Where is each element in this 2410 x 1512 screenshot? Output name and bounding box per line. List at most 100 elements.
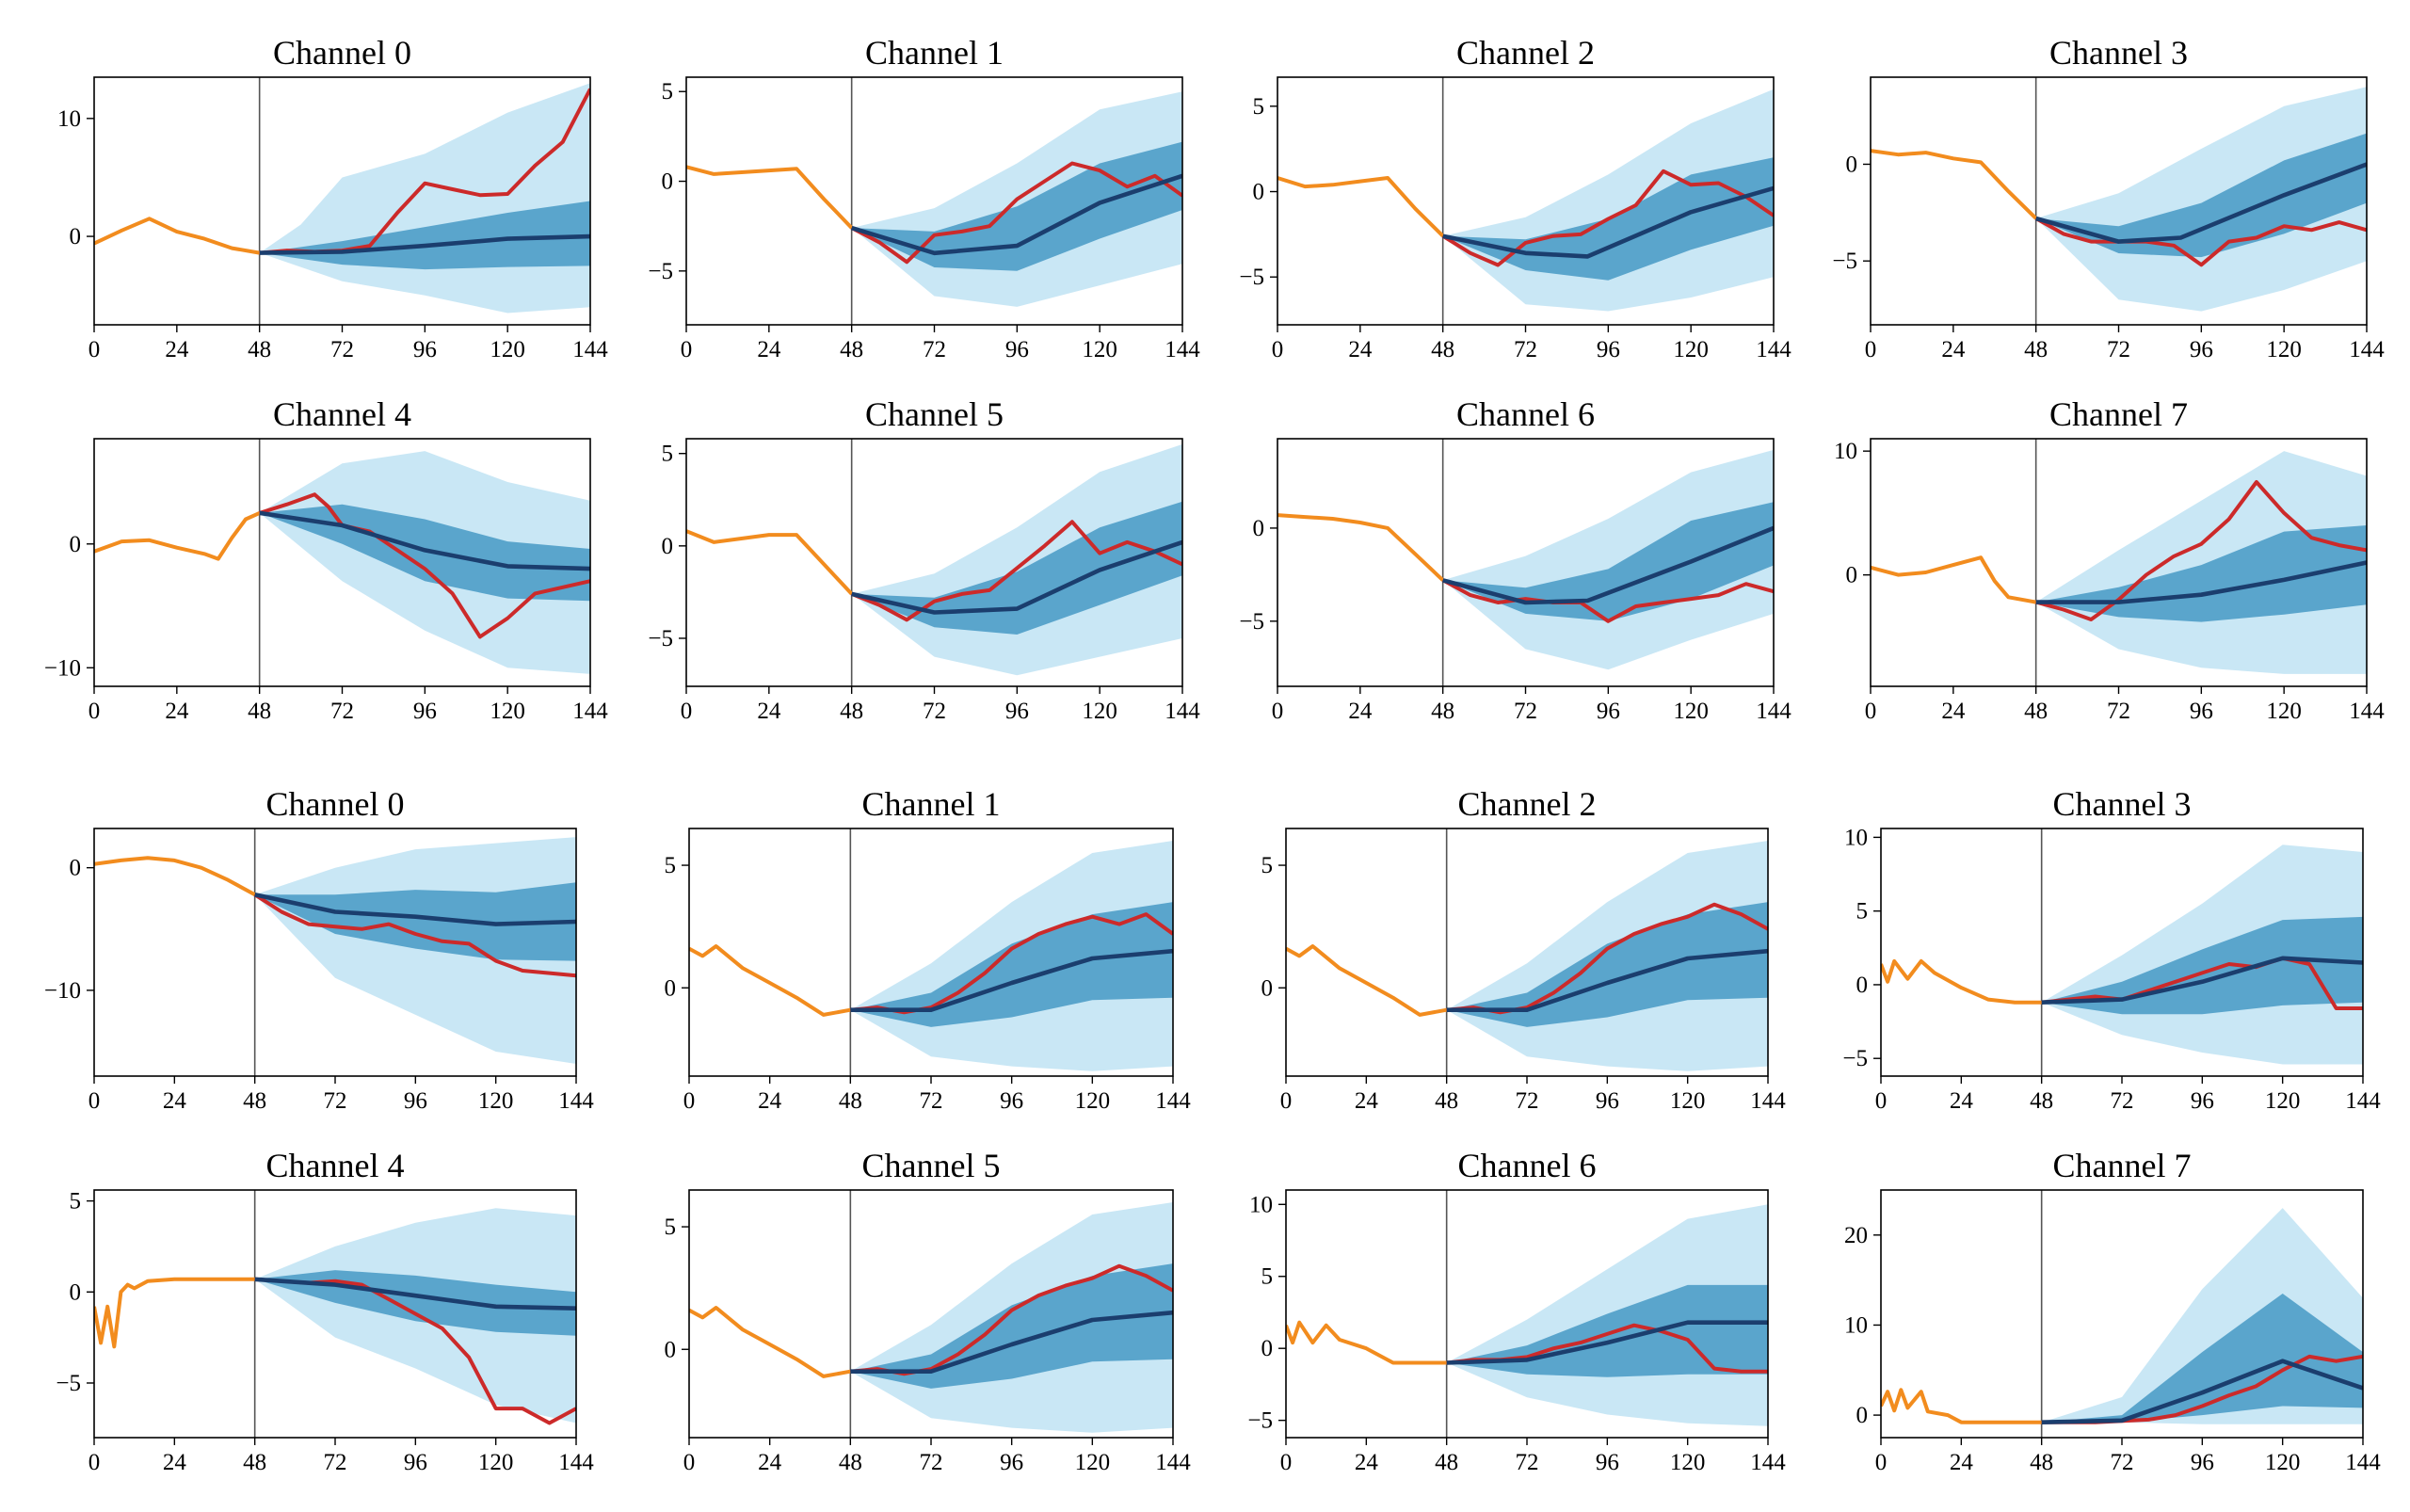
plot-area xyxy=(686,77,1182,325)
x-tick-label: 144 xyxy=(2349,337,2385,362)
inner-interval-band xyxy=(259,504,590,602)
panel-title: Channel 0 xyxy=(273,34,411,72)
ground-truth-line xyxy=(1441,169,1774,267)
plot-area xyxy=(689,828,1173,1076)
outer-interval-band xyxy=(259,83,590,314)
median-forecast-line xyxy=(1446,1320,1768,1365)
x-tick-label: 72 xyxy=(923,337,946,362)
panel-a-channel-7: Channel 7 0 24 48 72 96 120 144 0 10 xyxy=(1834,395,2385,724)
x-tick-label: 96 xyxy=(413,699,437,724)
ground-truth-line xyxy=(2041,1354,2363,1424)
inner-interval-band xyxy=(1446,1284,1768,1377)
ground-truth-line xyxy=(259,492,590,639)
x-tick-label: 48 xyxy=(248,337,271,362)
panel-b-channel-3: Channel 3 0 24 48 72 96 120 144 −5 0 5 10 xyxy=(1842,785,2381,1114)
x-tick-label: 144 xyxy=(1750,1088,1786,1114)
history-line xyxy=(94,217,261,255)
plot-area xyxy=(94,439,590,686)
panel-title: Channel 6 xyxy=(1458,1147,1597,1184)
y-tick-label: −10 xyxy=(44,655,81,681)
y-tick-label: −5 xyxy=(56,1371,81,1396)
y-tick-label: 0 xyxy=(1253,516,1265,541)
y-tick-label: 0 xyxy=(70,224,82,249)
history-line xyxy=(689,944,851,1017)
x-tick-label: 96 xyxy=(1000,1450,1023,1475)
y-tick-label: 0 xyxy=(1261,975,1274,1001)
median-forecast-line xyxy=(1442,185,1774,259)
ground-truth-line xyxy=(850,912,1173,1015)
x-tick-label: 72 xyxy=(330,337,354,362)
panel-title: Channel 5 xyxy=(862,1147,1001,1184)
x-tick-label: 72 xyxy=(324,1088,347,1114)
x-tick-label: 0 xyxy=(681,337,693,362)
x-tick-label: 120 xyxy=(1673,699,1709,724)
median-forecast-line xyxy=(2041,956,2363,1005)
x-tick-label: 72 xyxy=(2111,1450,2134,1475)
x-tick-label: 48 xyxy=(248,699,271,724)
y-tick-label: −10 xyxy=(44,978,81,1004)
x-tick-label: 144 xyxy=(1155,1088,1191,1114)
x-tick-label: 48 xyxy=(2024,337,2048,362)
plot-area xyxy=(1881,1190,2363,1438)
x-tick-label: 24 xyxy=(1348,337,1373,362)
x-tick-label: 48 xyxy=(243,1088,266,1114)
history-line xyxy=(689,1306,851,1378)
x-tick-label: 120 xyxy=(1670,1450,1706,1475)
plot-area xyxy=(686,439,1182,686)
y-tick-label: 5 xyxy=(662,442,674,467)
median-forecast-line xyxy=(850,1310,1173,1374)
panel-title: Channel 3 xyxy=(2049,34,2188,72)
x-tick-label: 120 xyxy=(490,699,525,724)
x-tick-label: 72 xyxy=(1516,1088,1539,1114)
median-forecast-line xyxy=(1446,948,1768,1012)
inner-interval-band xyxy=(254,882,576,961)
x-tick-label: 0 xyxy=(1875,1450,1888,1475)
x-tick-label: 144 xyxy=(558,1088,594,1114)
ground-truth-line xyxy=(850,520,1182,622)
history-line xyxy=(1277,513,1445,582)
x-tick-label: 96 xyxy=(1596,1088,1619,1114)
x-tick-label: 0 xyxy=(88,337,101,362)
x-tick-label: 0 xyxy=(1875,1088,1888,1114)
median-forecast-line xyxy=(851,539,1182,615)
x-tick-label: 48 xyxy=(1431,337,1454,362)
panel-b-channel-2: Channel 2 0 24 48 72 96 120 144 0 5 xyxy=(1261,785,1787,1114)
x-tick-label: 72 xyxy=(923,699,946,724)
inner-interval-band xyxy=(1446,902,1768,1027)
x-tick-label: 120 xyxy=(1075,1088,1111,1114)
x-tick-label: 72 xyxy=(2107,337,2130,362)
outer-interval-band xyxy=(1442,449,1774,670)
plot-area xyxy=(1871,439,2367,686)
x-tick-label: 0 xyxy=(1272,699,1284,724)
y-tick-label: 5 xyxy=(665,1214,677,1240)
x-tick-label: 24 xyxy=(1941,699,1966,724)
x-tick-label: 0 xyxy=(88,1450,101,1475)
x-tick-label: 24 xyxy=(165,337,189,362)
x-tick-label: 120 xyxy=(2266,337,2302,362)
x-tick-label: 48 xyxy=(840,699,863,724)
ground-truth-line xyxy=(1446,902,1768,1015)
x-tick-label: 0 xyxy=(1280,1088,1293,1114)
x-tick-label: 24 xyxy=(758,1088,782,1114)
y-tick-label: 10 xyxy=(1844,1312,1868,1338)
ground-truth-line xyxy=(850,161,1182,265)
x-tick-label: 0 xyxy=(681,699,693,724)
y-tick-label: 5 xyxy=(665,853,677,878)
panel-title: Channel 2 xyxy=(1458,785,1597,823)
panel-a-channel-1: Channel 1 0 24 48 72 96 120 144 −5 0 5 xyxy=(648,34,1200,362)
inner-interval-band xyxy=(2041,1294,2363,1423)
x-tick-label: 120 xyxy=(1075,1450,1111,1475)
x-tick-label: 24 xyxy=(163,1088,187,1114)
history-line xyxy=(1881,1388,2042,1424)
ground-truth-line xyxy=(2041,956,2363,1010)
inner-interval-band xyxy=(851,141,1182,271)
plot-area xyxy=(1277,77,1774,325)
y-tick-label: 10 xyxy=(1249,1192,1273,1217)
x-tick-label: 144 xyxy=(2345,1450,2381,1475)
y-tick-label: 0 xyxy=(70,856,82,881)
x-tick-label: 120 xyxy=(1673,337,1709,362)
history-line xyxy=(1277,176,1445,238)
x-tick-label: 0 xyxy=(1272,337,1284,362)
x-tick-label: 120 xyxy=(1082,699,1117,724)
plot-area xyxy=(1277,439,1774,686)
